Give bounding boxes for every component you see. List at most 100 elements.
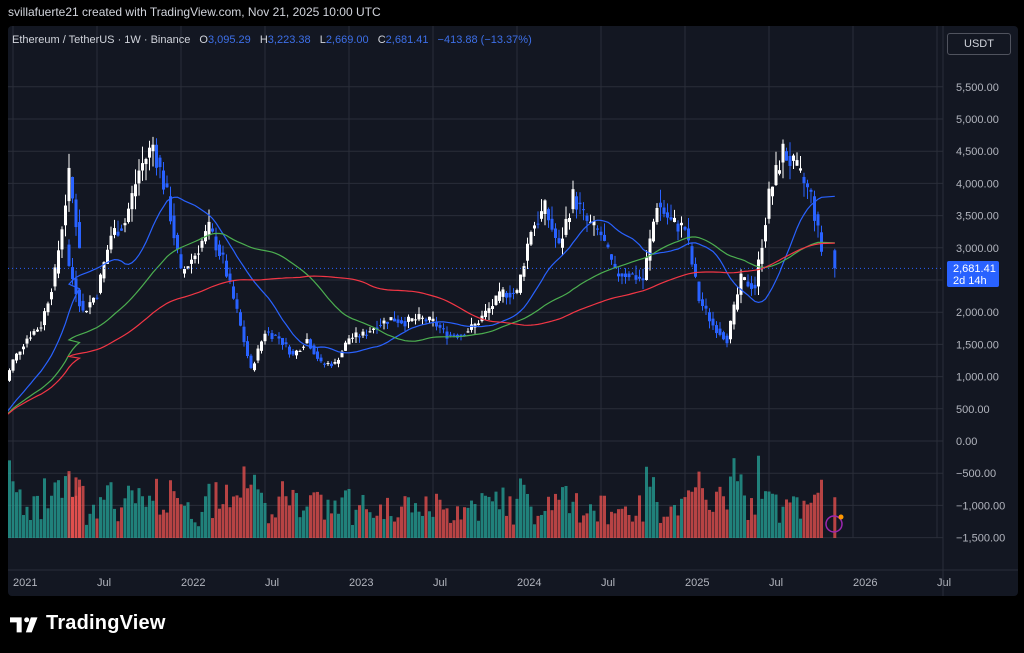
- volume-bar: [382, 519, 386, 538]
- candle-body: [687, 228, 690, 241]
- volume-bar: [169, 480, 172, 538]
- candle-body: [438, 325, 442, 328]
- volume-bar: [813, 494, 816, 538]
- volume-bar: [64, 476, 67, 538]
- candle-body: [809, 189, 813, 192]
- volume-bar: [494, 491, 498, 538]
- candle-body: [498, 291, 501, 301]
- candle-body: [323, 363, 326, 365]
- volume-bar: [141, 496, 144, 538]
- candle-body: [452, 334, 456, 336]
- volume-bar: [246, 488, 249, 538]
- volume-bar: [526, 493, 529, 538]
- volume-bar: [487, 496, 491, 538]
- y-tick-label: 4,500.00: [956, 146, 999, 158]
- volume-bar: [690, 491, 694, 538]
- candle-body: [148, 147, 151, 158]
- x-tick-label: Jul: [97, 577, 111, 589]
- volume-bar: [50, 495, 53, 538]
- replay-icon: [825, 515, 843, 533]
- candle-body: [64, 205, 67, 226]
- candle-body: [669, 217, 673, 220]
- candle-body: [833, 250, 837, 269]
- candle-body: [333, 361, 337, 364]
- candle-body: [67, 167, 71, 202]
- candle-body: [326, 363, 330, 365]
- candle-body: [60, 229, 64, 250]
- candle-body: [526, 243, 529, 261]
- candle-body: [648, 238, 652, 261]
- volume-bar: [729, 476, 732, 538]
- volume-bar: [358, 505, 361, 538]
- volume-bar: [130, 490, 134, 538]
- candle-body: [71, 267, 74, 279]
- volume-bar: [613, 513, 617, 538]
- volume-bar: [652, 477, 655, 538]
- candle-body: [358, 336, 361, 338]
- candle-body: [757, 259, 760, 287]
- volume-bar: [757, 455, 760, 538]
- volume-bar: [60, 497, 64, 538]
- candle-body: [771, 186, 774, 197]
- candle-body: [694, 263, 697, 277]
- volume-bar: [799, 518, 802, 538]
- open-label: O: [199, 34, 208, 46]
- candle-body: [589, 221, 592, 223]
- volume-bar: [351, 524, 354, 538]
- candle-body: [211, 228, 214, 232]
- candle-body: [347, 338, 351, 345]
- volume-bar: [820, 479, 823, 538]
- volume-bar: [151, 500, 155, 538]
- candle-body: [15, 353, 18, 361]
- candle-body: [344, 342, 347, 351]
- volume-bar: [25, 506, 29, 538]
- chart-panel[interactable]: 5,500.00 5,000.00 4,500.00 4,000.00 3,500.00…: [8, 26, 1018, 596]
- symbol-title[interactable]: Ethereum / TetherUS · 1W · Binance: [12, 34, 191, 46]
- y-tick-label: −1,000.00: [956, 500, 1005, 512]
- y-tick-label: 4,000.00: [956, 178, 999, 190]
- volume-bar: [694, 487, 697, 538]
- candle-body: [564, 218, 568, 235]
- candle-body: [508, 292, 512, 298]
- candle-body: [295, 350, 298, 356]
- volume-bar: [655, 502, 659, 538]
- volume-bar: [680, 498, 683, 538]
- volume-bar: [386, 497, 389, 538]
- candle-body: [554, 228, 557, 238]
- candle-body: [750, 283, 753, 289]
- volume-bar: [172, 491, 176, 538]
- volume-bar: [802, 500, 806, 538]
- volume-bar: [470, 500, 473, 538]
- volume-bar: [295, 493, 298, 538]
- high-value: 3,223.38: [267, 34, 311, 46]
- volume-bar: [739, 474, 743, 538]
- x-tick-label: 2021: [13, 577, 37, 589]
- volume-bar: [445, 508, 449, 538]
- price-chart[interactable]: 5,500.00 5,000.00 4,500.00 4,000.00 3,500.00…: [8, 26, 1018, 596]
- currency-button[interactable]: USDT: [947, 33, 1011, 55]
- candle-body: [305, 339, 309, 344]
- volume-bar: [624, 506, 627, 538]
- volume-bar: [53, 482, 57, 538]
- candle-body: [715, 325, 718, 334]
- volume-bar: [134, 503, 137, 538]
- candle-body: [421, 317, 424, 319]
- volume-bar: [414, 503, 417, 538]
- candle-body: [109, 235, 113, 250]
- volume-bar: [197, 526, 200, 538]
- y-tick-label: −500.00: [956, 468, 996, 480]
- volume-bar: [505, 515, 508, 538]
- volume-bar: [428, 511, 431, 538]
- y-tick-label: 2,000.00: [956, 307, 999, 319]
- volume-bar: [393, 521, 396, 538]
- volume-bar: [396, 517, 400, 538]
- candle-body: [599, 231, 603, 236]
- volume-bar: [417, 511, 421, 538]
- candle-body: [267, 331, 270, 333]
- candle-body: [337, 359, 340, 364]
- candle-body: [11, 359, 15, 371]
- candle-body: [515, 290, 519, 293]
- candle-body: [155, 144, 158, 168]
- candle-body: [501, 289, 505, 297]
- last-price-tag: 2,681.41 2d 14h: [947, 261, 999, 287]
